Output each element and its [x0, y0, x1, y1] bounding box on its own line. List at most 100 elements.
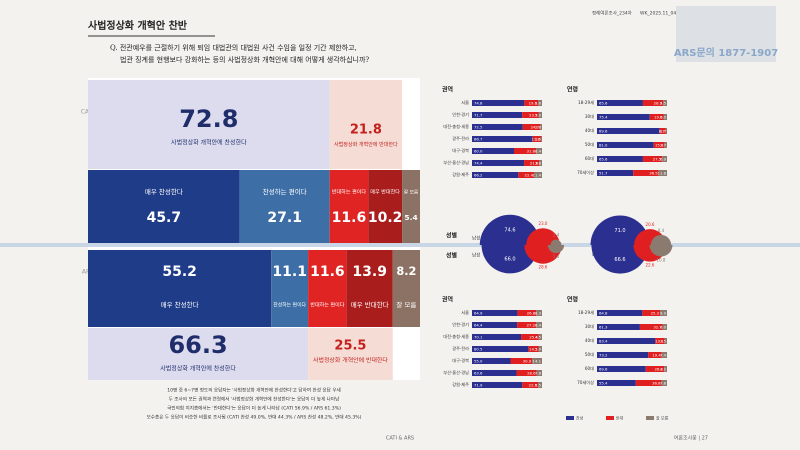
bar-segment — [597, 170, 634, 176]
row-label: 서울 — [461, 309, 469, 316]
bar-segment — [661, 352, 667, 358]
row-label: 18-29세 — [578, 99, 594, 106]
row-label: 강원·제주 — [452, 171, 469, 178]
value-label: 80.5 — [474, 346, 483, 351]
legend-label: 찬성 — [576, 415, 584, 421]
value-label: 3.7 — [660, 142, 667, 147]
bar-segment — [642, 156, 663, 162]
segment-label: 매우 반대한다 — [370, 189, 400, 196]
bar-segment — [662, 324, 667, 330]
bar-segment — [88, 250, 272, 327]
value-label: 11.4 — [533, 172, 542, 177]
segment-value: 55.2 — [162, 264, 197, 280]
bar-segment — [642, 100, 664, 106]
bar-segment — [633, 170, 659, 176]
segment-value: 11.6 — [310, 264, 345, 280]
value-label: 6.9 — [660, 156, 667, 161]
chart-title: 연령 — [567, 296, 578, 304]
value-label: 32.7 — [653, 324, 662, 329]
value-label: 8.3 — [535, 310, 542, 315]
bubble — [526, 228, 560, 245]
bar-segment — [472, 136, 533, 142]
legend-label: 잘 모름 — [656, 415, 669, 421]
row-label: 서울 — [461, 99, 469, 106]
value-label: 14.5 — [529, 346, 538, 351]
segment-label: 매우 반대한다 — [351, 300, 389, 309]
value-label: 25.4 — [529, 334, 538, 339]
value-label: 8.4 — [658, 228, 665, 233]
bar-segment — [472, 322, 518, 328]
row-label: 50대 — [585, 141, 594, 148]
value-label: 83.4 — [599, 338, 608, 343]
bar-segment — [540, 124, 542, 130]
bar-segment — [510, 358, 533, 364]
value-label: 7.8 — [535, 370, 542, 375]
value-label: 1.5 — [535, 136, 542, 141]
value-label: 13.1 — [655, 338, 664, 343]
bar-segment — [662, 156, 667, 162]
bar-segment — [528, 346, 539, 352]
question-line: Q. 전관예우를 근절하기 위해 퇴임 대법관의 대법원 사건 수임을 일정 기… — [110, 43, 357, 52]
bar-segment — [661, 380, 667, 386]
note: 10명 중 6~7명 정도의 응답자는 '사법정상화 개혁안에 찬성한다'고 답… — [167, 387, 341, 394]
bar-segment — [664, 142, 667, 148]
value-label: 5.0 — [535, 112, 542, 117]
question-line: 법관 징계를 현행보다 강화하는 등의 사법정상화 개혁안에 대해 어떻게 생각… — [120, 55, 369, 64]
value-label: 75.4 — [599, 114, 608, 119]
bar-segment — [536, 322, 542, 328]
bubble — [547, 245, 565, 254]
value-label: 5.0 — [535, 346, 542, 351]
value-label: 65.6 — [599, 156, 608, 161]
bar-segment — [642, 310, 661, 316]
bar-segment — [402, 170, 420, 243]
legend-swatch — [566, 416, 574, 420]
value-label: 3.5 — [660, 338, 667, 343]
value-label: 28.6 — [527, 370, 536, 375]
segment-value: 10.2 — [368, 210, 403, 226]
bar-segment — [597, 128, 660, 134]
bar-segment — [655, 338, 665, 344]
segment-label: 반대하는 편이다 — [310, 302, 344, 309]
group-label: 남성 — [472, 252, 480, 259]
bar-segment — [664, 366, 667, 372]
value-label: 60.0 — [474, 148, 483, 153]
bar-segment — [660, 310, 667, 316]
bar-segment — [522, 112, 539, 118]
total-block — [308, 328, 393, 380]
value-label: 26.8 — [527, 310, 536, 315]
bar-segment — [540, 136, 542, 142]
row-label: 70세이상 — [577, 169, 594, 176]
segment-value: 45.7 — [147, 210, 182, 226]
value-label: 22.4 — [525, 172, 534, 177]
bar-segment — [597, 338, 656, 344]
bubble — [649, 245, 673, 257]
total-label: 사법정상화 개혁안에 반대한다 — [334, 141, 398, 148]
value-label: 63.6 — [474, 370, 483, 375]
value-label: 19.6 — [529, 100, 538, 105]
bar-segment — [664, 338, 667, 344]
value-label: 89.6 — [599, 128, 608, 133]
value-label: 26.2 — [655, 366, 664, 371]
row-label: 광주·전라 — [452, 345, 469, 352]
bar-segment — [665, 128, 667, 134]
value-label: 5.6 — [535, 100, 542, 105]
bar-segment — [639, 324, 663, 330]
value-label: 69.6 — [599, 366, 608, 371]
total-value: 66.3 — [168, 331, 227, 359]
bubble — [590, 215, 650, 245]
bar-segment — [597, 156, 643, 162]
value-label: 65.6 — [599, 100, 608, 105]
value-label: 3.8 — [535, 160, 542, 165]
bar-segment — [392, 250, 420, 327]
value-label: 5.5 — [660, 100, 667, 105]
value-label: 64.4 — [474, 322, 483, 327]
bar-segment — [472, 370, 517, 376]
value-label: 64.8 — [599, 310, 608, 315]
section-label: CATI — [81, 109, 94, 116]
bubble — [550, 239, 562, 245]
row-label: 60대 — [585, 365, 594, 372]
total-block — [88, 328, 309, 380]
row-label: 강원·제주 — [452, 381, 469, 388]
bar-segment — [308, 250, 347, 327]
segment-label: 찬성하는 편이다 — [273, 302, 306, 309]
